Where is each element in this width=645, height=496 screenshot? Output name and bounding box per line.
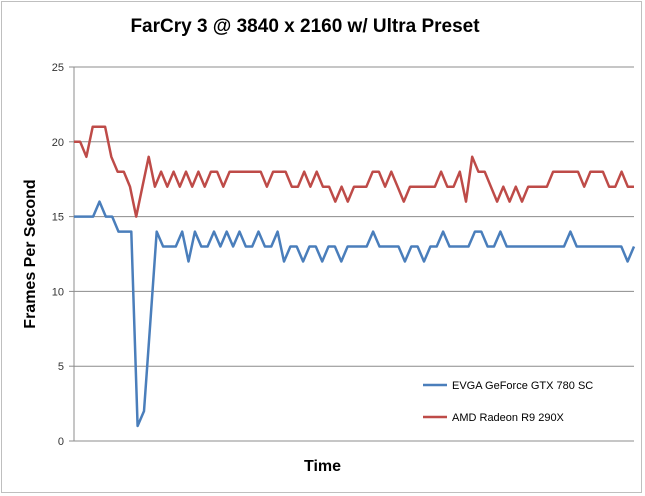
y-tick-label: 0 [58, 436, 64, 448]
series-line-gtx780 [74, 200, 636, 428]
y-tick-label: 20 [52, 137, 64, 149]
y-tick-label: 15 [52, 212, 64, 224]
legend-label-1: AMD Radeon R9 290X [452, 412, 565, 424]
y-tick-label: 5 [58, 361, 64, 373]
chart-title: FarCry 3 @ 3840 x 2160 w/ Ultra Preset [130, 16, 480, 37]
series-line-r9-290x [74, 125, 634, 218]
legend-label-0: EVGA GeForce GTX 780 SC [452, 380, 593, 392]
x-axis-label: Time [303, 458, 342, 475]
y-tick-label: 10 [52, 286, 64, 298]
y-tick-label: 25 [52, 62, 64, 74]
